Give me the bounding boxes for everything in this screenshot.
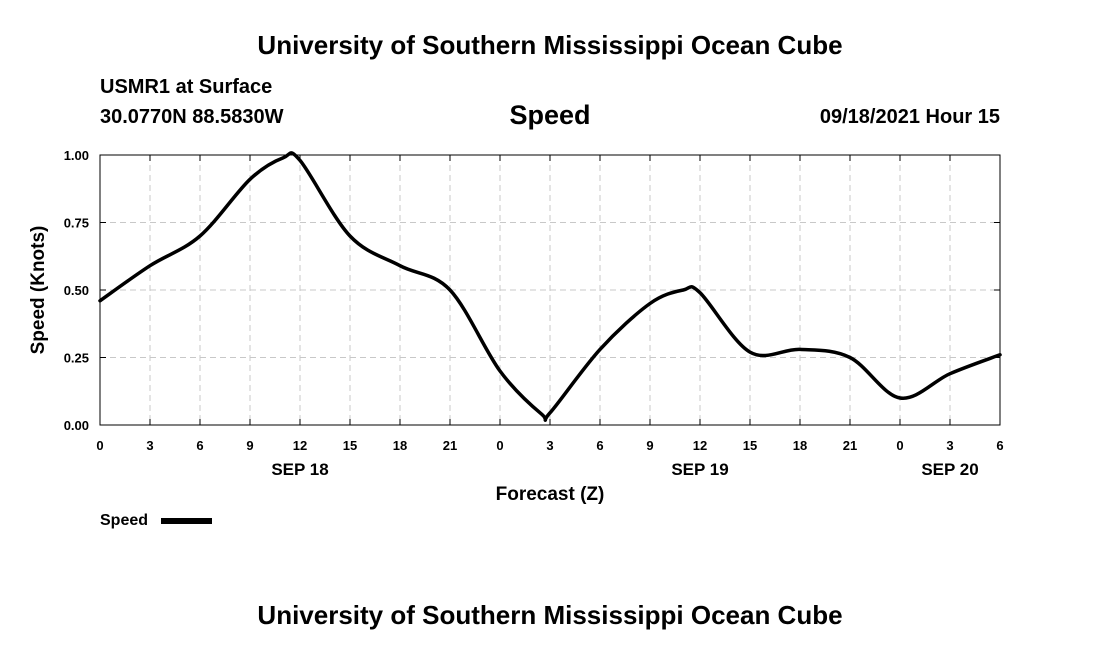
x-tick-label: 12 xyxy=(293,438,307,453)
x-tick-label: 6 xyxy=(996,438,1003,453)
y-tick-label: 0.50 xyxy=(64,283,89,298)
coordinates-label: 30.0770N 88.5830W xyxy=(100,106,284,128)
footer-title: University of Southern Mississippi Ocean… xyxy=(257,600,843,630)
x-axis-title: Forecast (Z) xyxy=(496,484,605,505)
x-tick-label: 9 xyxy=(646,438,653,453)
x-tick-label: 0 xyxy=(896,438,903,453)
x-tick-label: 21 xyxy=(843,438,857,453)
x-tick-labels: 0 3 6 9 12 15 18 21 0 3 6 9 12 15 18 21 0 3 6 xyxy=(96,438,1003,453)
date-label: SEP 18 xyxy=(271,460,328,479)
x-tick-label: 15 xyxy=(743,438,757,453)
x-tick-label: 18 xyxy=(393,438,407,453)
date-labels: SEP 18 SEP 19 SEP 20 xyxy=(271,460,978,479)
speed-series-line xyxy=(98,151,1002,422)
legend-label: Speed xyxy=(100,512,148,529)
x-tick-label: 12 xyxy=(693,438,707,453)
x-tick-label: 6 xyxy=(196,438,203,453)
x-tick-label: 3 xyxy=(146,438,153,453)
station-label: USMR1 at Surface xyxy=(100,76,273,98)
y-tick-label: 0.75 xyxy=(64,216,89,231)
x-tick-label: 3 xyxy=(946,438,953,453)
date-label: SEP 20 xyxy=(921,460,978,479)
x-tick-label: 3 xyxy=(546,438,553,453)
chart-title: University of Southern Mississippi Ocean… xyxy=(257,30,843,60)
x-tick-label: 0 xyxy=(96,438,103,453)
datetime-label: 09/18/2021 Hour 15 xyxy=(819,106,1000,128)
x-tick-label: 18 xyxy=(793,438,807,453)
y-tick-label: 0.00 xyxy=(64,418,89,433)
date-label: SEP 19 xyxy=(671,460,728,479)
axis-ticks xyxy=(99,154,1001,426)
y-axis-title: Speed (Knots) xyxy=(28,226,49,355)
y-tick-label: 1.00 xyxy=(64,148,89,163)
x-tick-label: 0 xyxy=(496,438,503,453)
x-tick-label: 15 xyxy=(343,438,357,453)
x-tick-label: 6 xyxy=(596,438,603,453)
x-tick-label: 9 xyxy=(246,438,253,453)
x-tick-label: 21 xyxy=(443,438,457,453)
variable-label: Speed xyxy=(509,100,591,130)
y-tick-label: 0.25 xyxy=(64,351,89,366)
y-tick-labels: 0.00 0.25 0.50 0.75 1.00 xyxy=(64,148,89,433)
legend: Speed xyxy=(100,512,212,529)
